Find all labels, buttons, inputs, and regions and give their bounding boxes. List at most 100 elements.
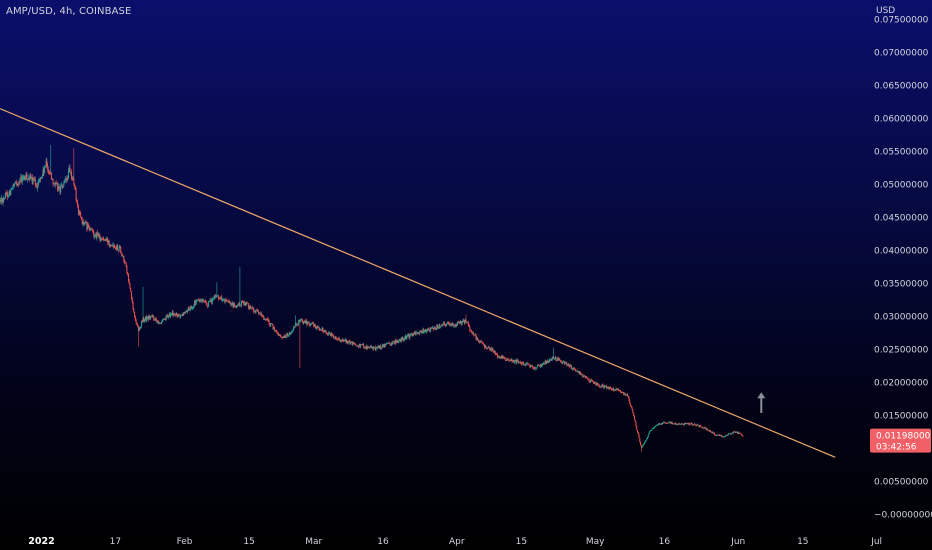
candle [465,314,467,322]
candle-body [656,424,658,426]
candle-body [104,239,106,241]
candle [658,423,660,426]
candle [596,381,598,387]
currency-label: USD [876,6,895,16]
candle [379,345,381,349]
candle [294,315,296,328]
candle [183,312,185,316]
candle-body [713,432,715,435]
y-tick-label: 0.06000000 [874,115,929,125]
candle-body [392,341,394,345]
candle [571,367,573,370]
candle [567,363,569,367]
candle [223,298,225,301]
candle [372,346,374,351]
candle-body [650,429,652,431]
candle-body [180,314,182,318]
candle [623,391,625,396]
candle-body [11,186,13,189]
candle-body [628,397,630,401]
candle [299,320,301,369]
candle [347,340,349,345]
candle [245,301,247,307]
candle [490,346,492,353]
candle-body [461,320,463,324]
candles-layer [0,144,744,452]
candle-body [408,334,410,338]
candle [606,384,608,390]
candle-body [703,427,705,429]
candle [309,323,311,327]
candle [108,239,110,248]
candle [12,183,14,191]
up-arrow-icon[interactable] [757,392,766,414]
candle [624,392,626,396]
candle [716,434,718,436]
candle [506,357,508,362]
candle [425,328,427,333]
candle [11,187,13,190]
candle [259,312,261,316]
candle-body [697,424,699,426]
candle [121,253,123,257]
candle [720,434,722,438]
candle [14,181,16,184]
candle-body [603,385,605,388]
y-tick-label: 0.04500000 [874,214,929,224]
candle [734,430,736,434]
candle-body [452,323,454,326]
candle [177,314,179,317]
candle [708,429,710,432]
candle [162,318,164,322]
candle-body [71,178,73,180]
candle [603,384,605,389]
candle-body [84,222,86,223]
candle-body [282,336,284,338]
candle-body [274,327,276,331]
candle-body [654,426,656,428]
candle [676,424,678,426]
candle [20,173,22,183]
candle [600,385,602,388]
candle-body [455,324,457,327]
candle [414,330,416,336]
candle-body [720,435,722,437]
candle [153,315,155,322]
candle [88,224,90,231]
candle-body [279,334,281,336]
candle [16,180,18,187]
candle [367,346,369,349]
candle [229,301,231,304]
candle-body [627,396,629,398]
candle [9,190,11,196]
candle [458,321,460,324]
candle [440,324,442,327]
trendline[interactable] [0,108,836,458]
candle-body [440,325,442,327]
candle-body [124,262,126,264]
candle [565,361,567,364]
candle-body [210,299,212,304]
candle [49,169,51,176]
candle-body [675,422,677,425]
candle-body [674,422,676,425]
candle-body [580,372,582,375]
candle-body [699,425,701,427]
candle-body [540,364,542,367]
candle [264,318,266,321]
candle [359,343,361,349]
price-axis: USD0.075000000.070000000.065000000.06000… [870,6,932,521]
candle-body [596,382,598,385]
candle-body [41,175,43,178]
candle-body [18,180,20,185]
candle-body [137,326,139,331]
candle-body [519,361,521,363]
candle-body [11,188,13,190]
candle [574,368,576,372]
candle-body [149,315,151,319]
candle [102,236,104,241]
candle-body [477,339,479,342]
candle [702,427,704,429]
